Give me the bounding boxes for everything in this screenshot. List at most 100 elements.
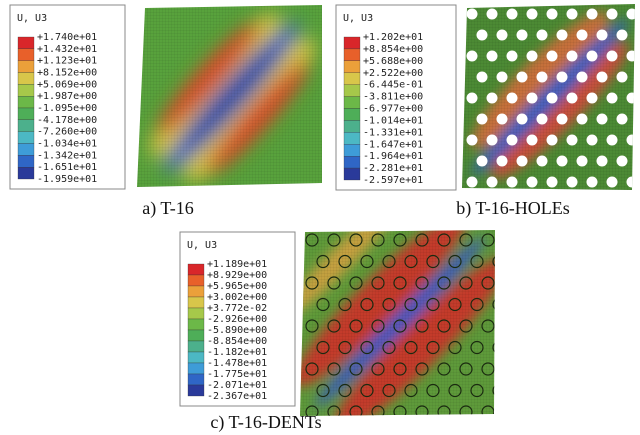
hole (526, 50, 538, 62)
dent (360, 297, 374, 312)
hole (626, 92, 635, 104)
dent (316, 340, 330, 355)
legend-swatch (343, 120, 361, 133)
legend-swatch (343, 84, 361, 97)
legend-label: -1.342e+01 (37, 150, 97, 161)
legend-label: -1.775e+01 (207, 369, 267, 380)
hole (506, 92, 518, 104)
hole (586, 50, 598, 62)
dent (426, 383, 440, 398)
dent (305, 405, 319, 416)
legend-title: U, U3 (187, 240, 217, 251)
dent (459, 362, 473, 376)
legend: U, U3 +1.189e+01+8.929e+00+5.965e+00+3.00… (179, 231, 296, 407)
legend-swatch (187, 285, 205, 298)
legend-label: -1.651e+01 (37, 162, 97, 173)
hole (556, 29, 568, 41)
legend-label: -2.367e+01 (207, 391, 267, 402)
legend-label: +1.432e+01 (37, 44, 97, 55)
dent (470, 297, 484, 312)
legend-label: +5.069e+00 (37, 79, 97, 90)
hole (526, 134, 538, 146)
contour-plot-a (137, 5, 322, 187)
dent (437, 276, 451, 290)
hole (536, 71, 548, 83)
dent (349, 362, 363, 376)
dent (382, 340, 396, 355)
hole (566, 8, 578, 20)
hole (526, 176, 538, 188)
dent (459, 276, 473, 290)
hole (546, 50, 558, 62)
dent (360, 340, 374, 355)
dent (492, 297, 495, 312)
hole (536, 29, 548, 41)
dent (415, 319, 429, 333)
hole (616, 155, 628, 167)
hole (626, 8, 635, 20)
hole (576, 71, 588, 83)
legend-label: -2.597e+01 (363, 175, 423, 186)
hole (486, 92, 498, 104)
hole (637, 156, 640, 167)
legend-label: +8.152e+00 (37, 68, 97, 79)
dent (327, 362, 341, 376)
legend-label: +2.522e+00 (363, 68, 423, 79)
caption: c) T-16-DENTs (210, 412, 321, 433)
legend-label: -5.890e+00 (207, 325, 267, 336)
contour-plot-c (300, 230, 495, 416)
legend-swatch (17, 143, 35, 156)
dent (481, 405, 495, 416)
legend: U, U3 +1.740e+01+1.432e+01+1.123e+01+8.15… (9, 4, 126, 190)
legend-swatch (17, 72, 35, 85)
hole (556, 155, 568, 167)
dent (426, 254, 440, 269)
hole (546, 92, 558, 104)
legend-label: -1.095e+00 (37, 103, 97, 114)
legend-label: -1.959e+01 (37, 174, 97, 185)
hole (586, 134, 598, 146)
dent (349, 405, 363, 416)
legend-swatch (187, 318, 205, 331)
dent (371, 233, 385, 247)
hole (546, 176, 558, 188)
legend-swatch (187, 340, 205, 353)
hole (596, 29, 608, 41)
dent (448, 383, 462, 398)
legend-label: -1.034e+01 (37, 139, 97, 150)
legend-swatch (343, 144, 361, 157)
hole (586, 176, 598, 188)
hole (566, 92, 578, 104)
legend-label: -6.445e-01 (363, 80, 423, 91)
legend-label: +3.772e-02 (207, 303, 267, 314)
dent (448, 297, 462, 312)
legend-label: -4.178e+00 (37, 115, 97, 126)
legend-label: +5.965e+00 (207, 281, 267, 292)
dent (481, 319, 495, 333)
hole (626, 176, 635, 188)
legend-swatch (343, 108, 361, 121)
dent (349, 276, 363, 290)
dent (305, 276, 319, 290)
hole (506, 134, 518, 146)
dent (492, 383, 495, 398)
legend-swatch (17, 167, 35, 180)
legend-swatch (187, 274, 205, 287)
hole (566, 134, 578, 146)
dent (492, 254, 495, 269)
legend-swatch (343, 156, 361, 169)
dent (481, 276, 495, 290)
legend-swatch (17, 96, 35, 109)
hole (496, 155, 508, 167)
hole (606, 134, 618, 146)
dent (426, 297, 440, 312)
hole (486, 8, 498, 20)
hole (596, 155, 608, 167)
dent (371, 405, 385, 416)
dent (338, 340, 352, 355)
dent (437, 233, 451, 247)
legend-swatch (187, 362, 205, 375)
dent (426, 340, 440, 355)
legend-label: -3.811e+00 (363, 92, 423, 103)
